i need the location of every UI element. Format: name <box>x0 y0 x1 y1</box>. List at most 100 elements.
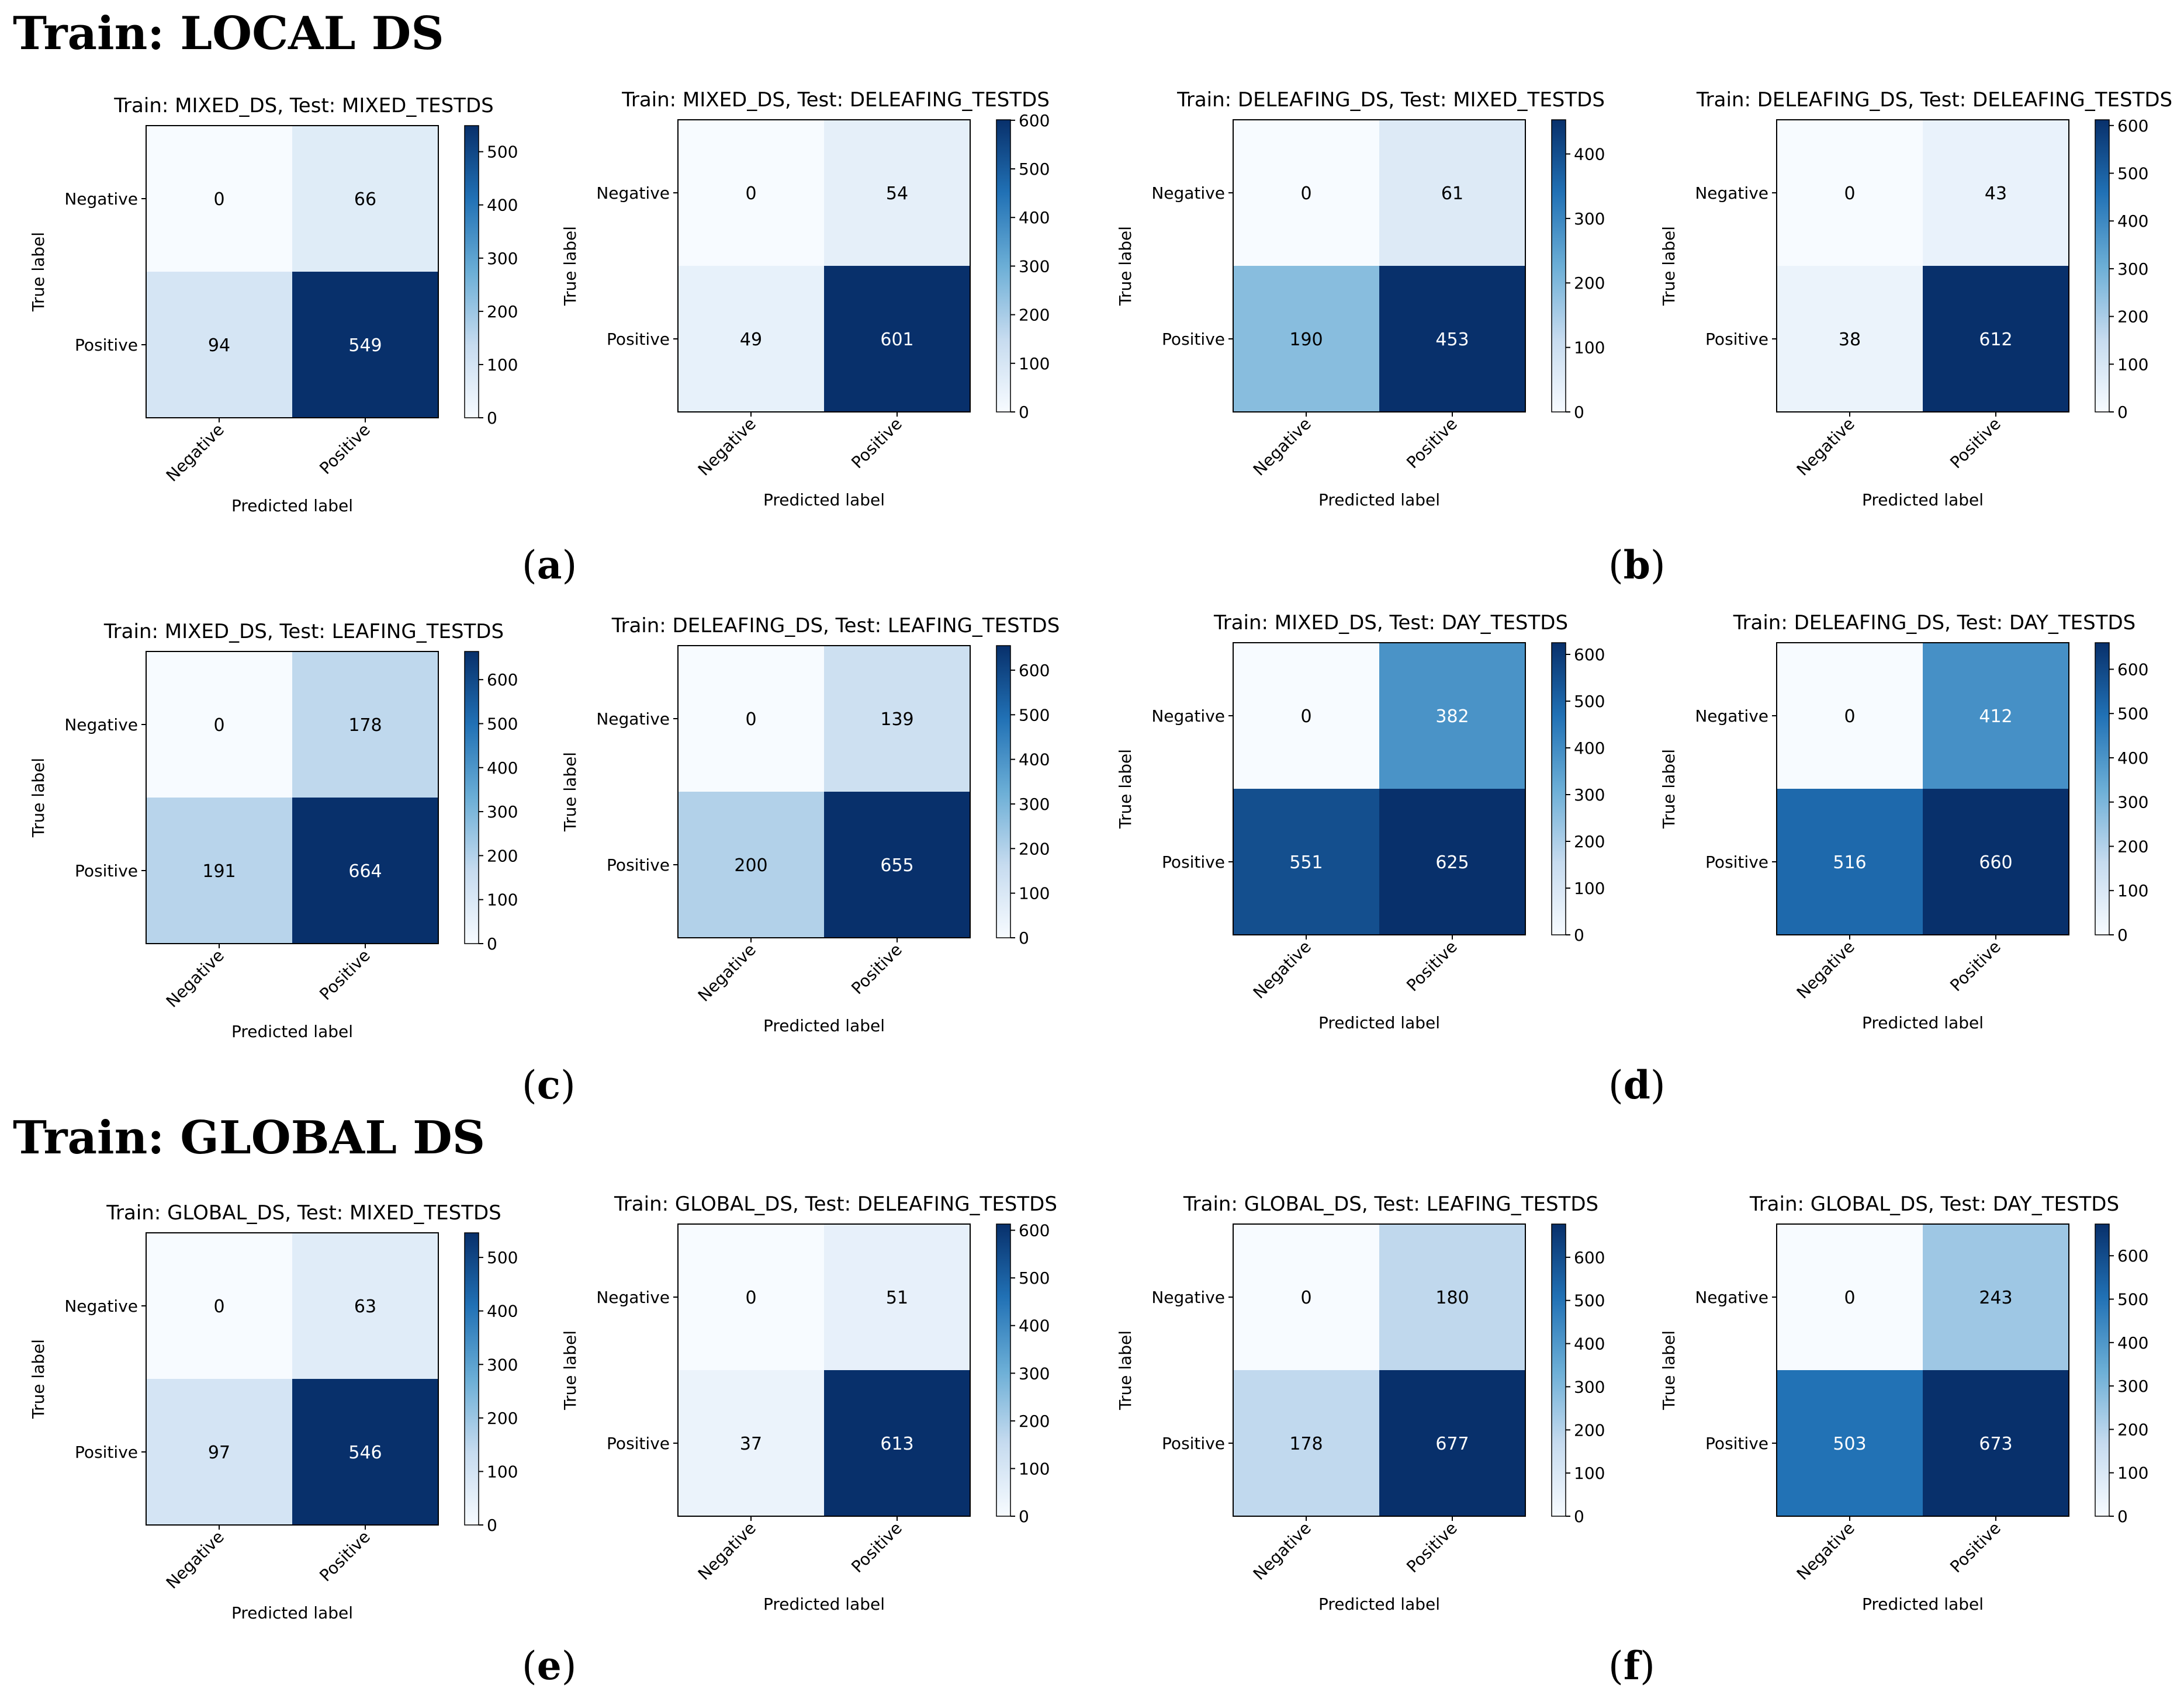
x-tick-label: Negative <box>694 1519 760 1584</box>
y-axis-label: True label <box>1659 226 1678 306</box>
x-tick-label: Negative <box>1250 1519 1315 1584</box>
colorbar-tick-label: 300 <box>487 802 518 821</box>
colorbar <box>464 1232 479 1526</box>
x-tick-label: Negative <box>162 1527 228 1593</box>
matrix-cell <box>1379 1370 1525 1516</box>
cell-value: 97 <box>208 1443 230 1463</box>
colorbar-tick-label: 100 <box>1574 879 1605 898</box>
cell-value: 613 <box>880 1434 913 1454</box>
colorbar-tick-label: 100 <box>1574 338 1605 358</box>
colorbar-tick-label: 0 <box>487 1516 497 1535</box>
matrix-cell <box>678 646 824 792</box>
cell-value: 94 <box>208 335 230 356</box>
cell-value: 51 <box>886 1288 908 1308</box>
colorbar-tick-label: 400 <box>2117 1333 2148 1353</box>
colorbar-tick-label: 300 <box>487 249 518 268</box>
cell-value: 382 <box>1435 706 1469 727</box>
y-axis-label: True label <box>560 1330 580 1410</box>
confusion-matrix-2: Train: MIXED_DS, Test: DELEAFING_TESTDS 0… <box>560 88 1050 509</box>
colorbar-tick-label: 0 <box>1574 403 1584 422</box>
cell-value: 625 <box>1435 852 1469 873</box>
colorbar-tick-label: 300 <box>2117 1377 2148 1396</box>
x-tick-label: Positive <box>316 946 374 1004</box>
x-tick-label: Negative <box>1793 937 1858 1003</box>
colorbar-tick-label: 400 <box>1019 750 1050 769</box>
matrix-cell <box>678 266 824 412</box>
x-axis-label: Predicted label <box>763 490 885 509</box>
colorbar <box>1551 642 1566 935</box>
chart-title: Train: GLOBAL_DS, Test: DAY_TESTDS <box>1749 1193 2119 1216</box>
cell-value: 549 <box>348 335 382 356</box>
plot-frame <box>1233 1223 1526 1517</box>
matrix-cell <box>824 266 970 412</box>
colorbar <box>1551 1223 1566 1517</box>
cell-value: 0 <box>213 189 224 210</box>
x-tick-label: Negative <box>1793 1519 1858 1584</box>
cell-value: 0 <box>1844 1288 1855 1308</box>
y-axis-label: True label <box>1116 749 1135 829</box>
y-tick-label: Negative <box>1151 1288 1225 1307</box>
colorbar-tick-label: 200 <box>2117 837 2148 856</box>
confusion-matrix-5: Train: MIXED_DS, Test: LEAFING_TESTDS 0 17… <box>29 620 518 1041</box>
x-tick-label: Positive <box>1403 414 1461 473</box>
panel-label-b: (b) <box>1608 542 1666 588</box>
matrix-cell <box>1923 789 2069 935</box>
plot-frame <box>677 645 971 938</box>
colorbar-tick-label: 500 <box>1019 1268 1050 1288</box>
panel-label-c: (c) <box>522 1062 576 1108</box>
matrix-cell <box>1777 120 1923 266</box>
colorbar-tick-label: 500 <box>2117 164 2148 183</box>
y-axis-label: True label <box>560 226 580 306</box>
x-tick-label: Positive <box>316 420 374 479</box>
chart-title: Train: GLOBAL_DS, Test: LEAFING_TESTDS <box>1183 1193 1598 1216</box>
cell-value: 49 <box>740 330 762 350</box>
cell-value: 66 <box>354 189 376 210</box>
colorbar-tick-label: 0 <box>487 934 497 954</box>
y-tick-label: Negative <box>596 709 670 729</box>
plot-frame <box>1776 1223 2069 1517</box>
cell-value: 612 <box>1979 330 2012 350</box>
matrix-cell <box>1923 266 2069 412</box>
chart-title: Train: GLOBAL_DS, Test: DELEAFING_TESTDS <box>614 1193 1057 1216</box>
cell-value: 54 <box>886 183 908 204</box>
x-tick-label: Positive <box>1946 414 2005 473</box>
chart-title: Train: GLOBAL_DS, Test: MIXED_TESTDS <box>106 1201 501 1225</box>
colorbar-tick-label: 400 <box>487 196 518 215</box>
confusion-matrix-9: Train: GLOBAL_DS, Test: MIXED_TESTDS 0 63 9… <box>29 1201 518 1623</box>
colorbar-tick-label: 100 <box>2117 1464 2148 1483</box>
plot-frame <box>1776 119 2069 412</box>
y-axis-label: True label <box>1116 1330 1135 1410</box>
chart-title: Train: DELEAFING_DS, Test: DELEAFING_TES… <box>1696 88 2172 112</box>
cell-value: 0 <box>213 715 224 736</box>
colorbar-tick-label: 400 <box>487 758 518 778</box>
colorbar <box>996 1223 1011 1517</box>
plot-frame <box>146 125 439 418</box>
colorbar-tick-label: 0 <box>2117 1507 2128 1526</box>
matrix-cell <box>1777 643 1923 789</box>
x-axis-label: Predicted label <box>1862 1013 1984 1032</box>
matrix-cell <box>292 651 438 798</box>
colorbar-tick-label: 600 <box>1019 111 1050 130</box>
matrix-cell <box>292 1233 438 1379</box>
chart-title: Train: DELEAFING_DS, Test: DAY_TESTDS <box>1733 611 2135 635</box>
colorbar-tick-label: 200 <box>1019 306 1050 325</box>
x-tick-label: Positive <box>316 1527 374 1586</box>
matrix-cell <box>1379 643 1525 789</box>
section-title-local: Train: LOCAL DS <box>13 7 444 60</box>
cell-value: 243 <box>1979 1288 2012 1308</box>
cell-value: 180 <box>1435 1288 1469 1308</box>
cell-value: 546 <box>348 1443 382 1463</box>
y-tick-label: Positive <box>75 861 138 881</box>
y-axis-label: True label <box>1659 749 1678 829</box>
y-axis-label: True label <box>29 232 48 312</box>
matrix-cell <box>678 120 824 266</box>
x-axis-label: Predicted label <box>231 1022 353 1041</box>
colorbar-tick-label: 200 <box>1574 1420 1605 1440</box>
x-axis-label: Predicted label <box>763 1594 885 1614</box>
cell-value: 673 <box>1979 1434 2012 1454</box>
y-axis-label: True label <box>1116 226 1135 306</box>
colorbar-tick-label: 0 <box>1019 403 1029 422</box>
y-tick-label: Positive <box>1705 330 1768 349</box>
y-tick-label: Positive <box>607 330 670 349</box>
matrix-cell <box>1233 1370 1379 1516</box>
